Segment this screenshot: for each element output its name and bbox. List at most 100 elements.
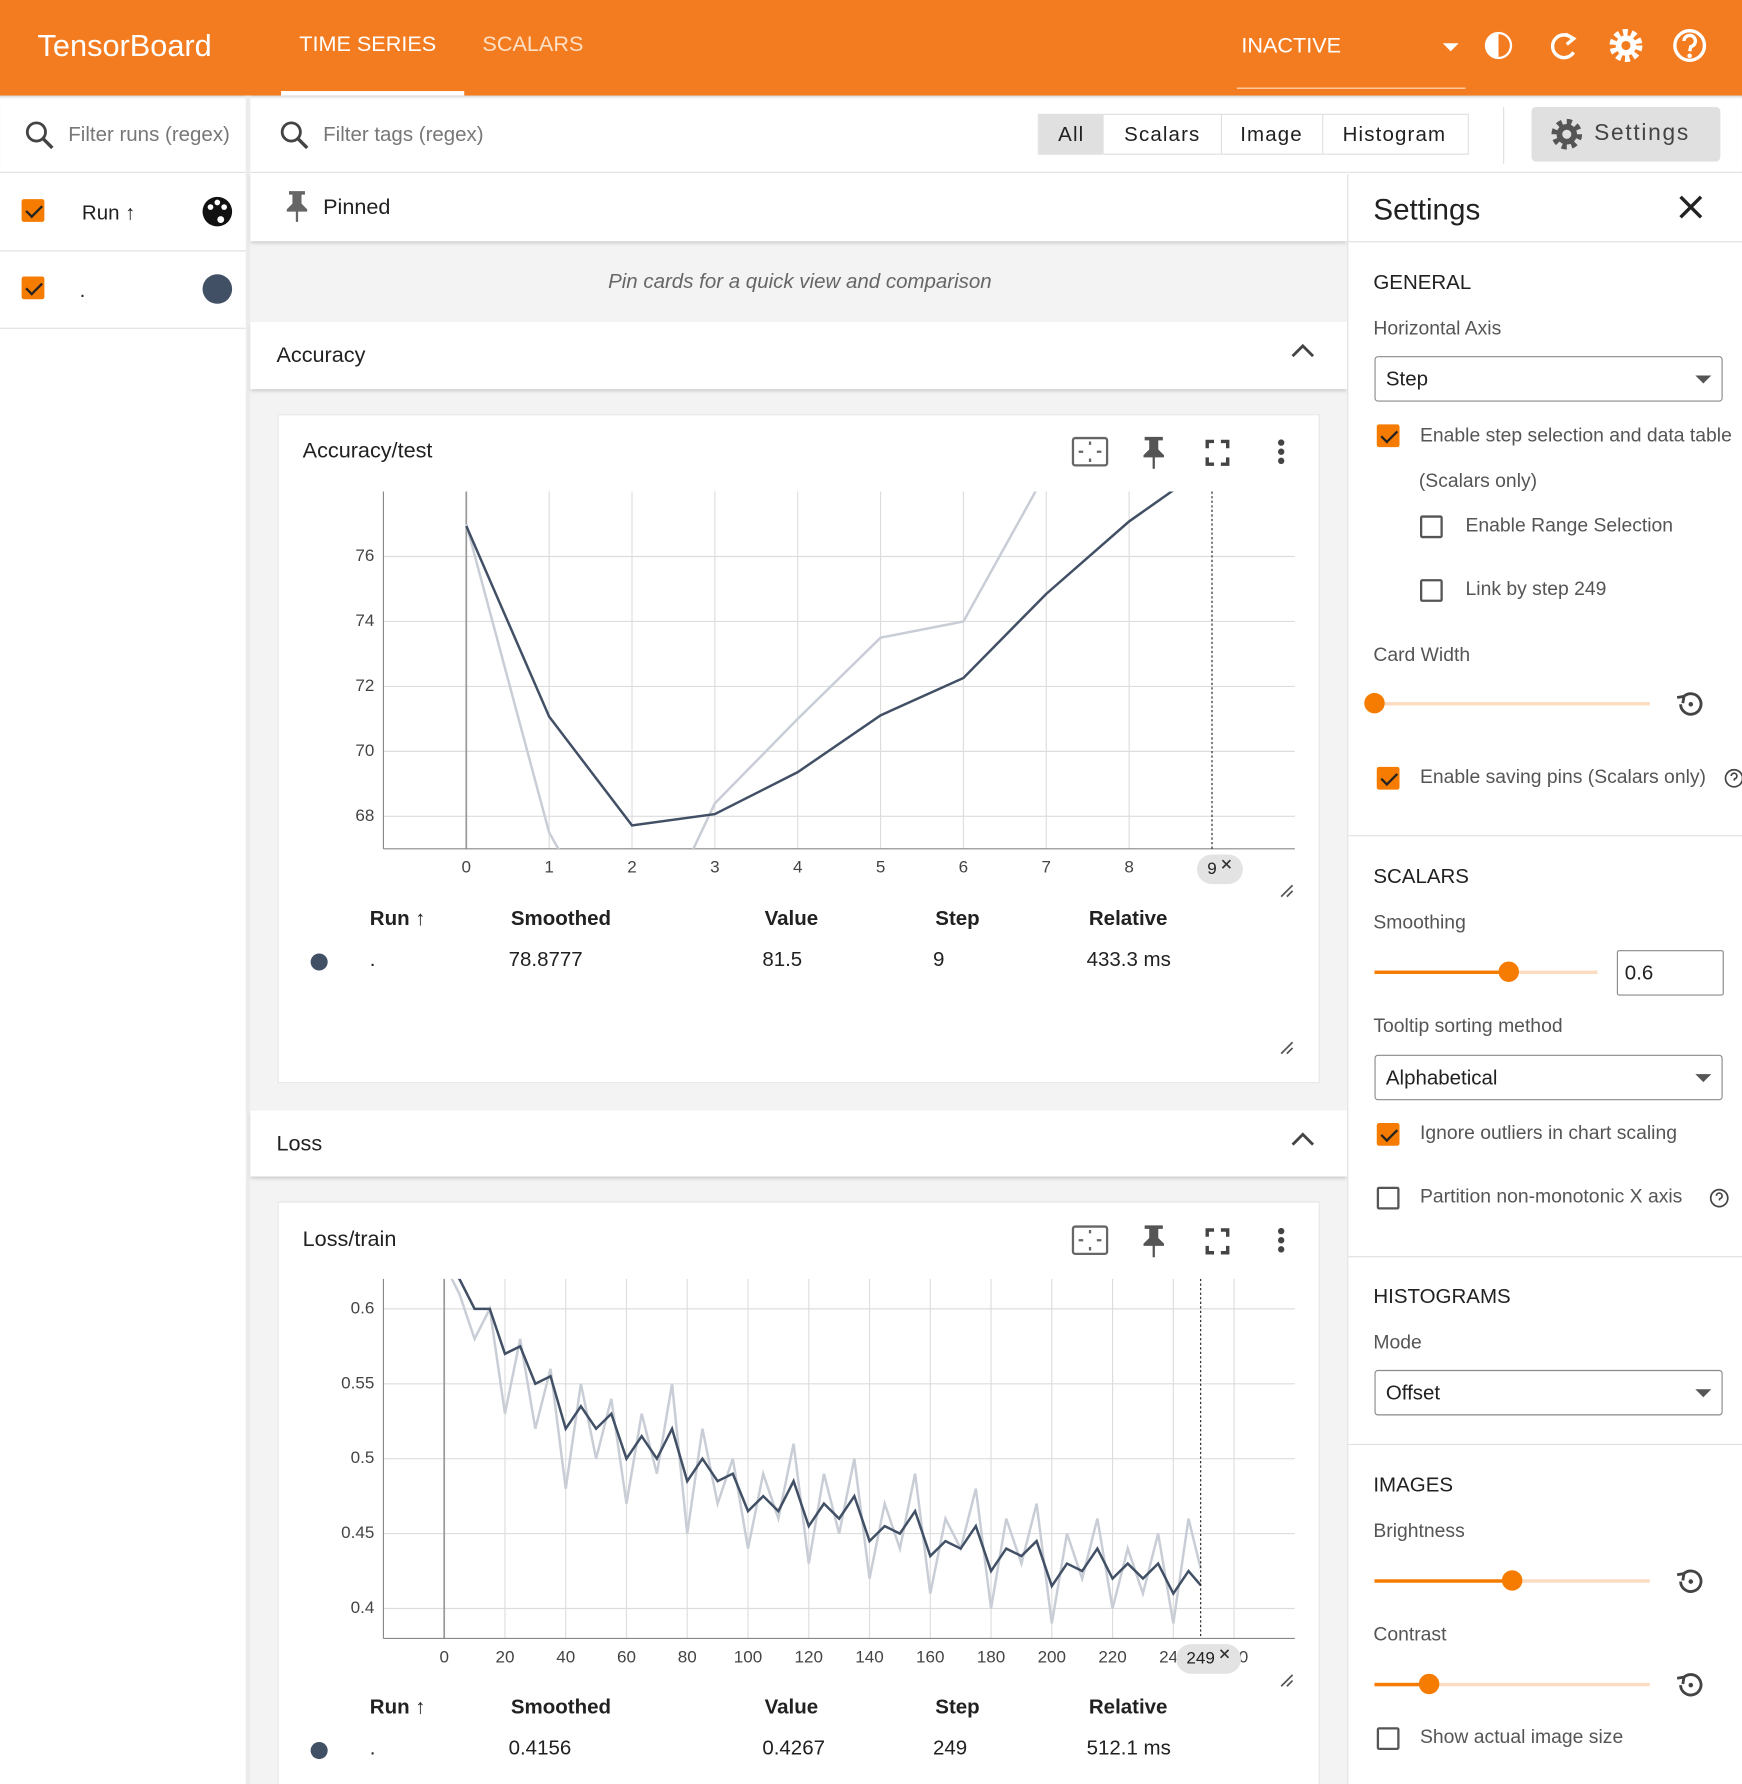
run-color[interactable] [202, 274, 233, 304]
sep [1322, 114, 1324, 154]
table-header[interactable]: Value [764, 1695, 819, 1719]
dropdown-arrow[interactable] [1442, 43, 1459, 52]
more-icon[interactable] [1277, 1227, 1285, 1253]
runs-header[interactable]: Run ↑ [81, 201, 136, 225]
tab-indicator [281, 91, 465, 96]
table-cell: . [369, 947, 376, 971]
x-tick-label: 80 [678, 1647, 697, 1666]
help-icon[interactable] [1724, 768, 1742, 788]
table-header[interactable]: Step [935, 906, 980, 930]
checkbox[interactable] [21, 199, 45, 222]
table-header[interactable]: Relative [1088, 1695, 1168, 1719]
table-header[interactable]: Smoothed [510, 1695, 612, 1719]
reset-icon[interactable] [1671, 1565, 1707, 1599]
theme-icon[interactable] [1484, 31, 1513, 60]
histogram-mode-select[interactable]: Offset [1374, 1369, 1723, 1416]
tag-filter[interactable]: Filter tags (regex) [323, 122, 484, 146]
step-chip-bg [1176, 1644, 1242, 1674]
x-tick-label: 4 [793, 858, 802, 877]
option-label: Enable saving pins (Scalars only) [1419, 765, 1707, 788]
slider-knob[interactable] [1418, 1673, 1440, 1695]
x-tick-label: 20 [495, 1647, 514, 1666]
type-button[interactable]: Histogram [1342, 122, 1447, 146]
series-line [457, 1278, 1202, 1596]
type-button[interactable]: Image [1240, 122, 1303, 146]
collapse-icon[interactable] [1290, 341, 1315, 359]
tab[interactable]: SCALARS [482, 32, 584, 57]
card-title: Accuracy/test [302, 439, 433, 464]
x-tick-label: 0 [439, 1647, 448, 1666]
y-tick-label: 70 [355, 741, 374, 760]
contrast-slider[interactable] [1374, 1673, 1650, 1695]
horizontal-axis-select[interactable]: Step [1374, 356, 1723, 402]
table-header[interactable]: Value [764, 906, 819, 930]
help-icon[interactable] [1673, 29, 1707, 63]
step-chip[interactable]: 9 [1197, 854, 1243, 885]
y-tick-label: 72 [355, 676, 374, 695]
reload-icon[interactable] [1550, 32, 1577, 60]
x-tick-label: 120 [795, 1647, 823, 1666]
status-select[interactable]: INACTIVE [1241, 34, 1342, 59]
run-filter[interactable]: Filter runs (regex) [68, 122, 230, 146]
smoothing-value: 0.6 [1624, 961, 1654, 985]
table-header[interactable]: Run ↑ [369, 906, 426, 930]
checkbox[interactable] [21, 276, 45, 300]
palette-icon[interactable] [200, 196, 234, 230]
more-icon[interactable] [1277, 439, 1285, 465]
section-heading: HISTOGRAMS [1373, 1284, 1511, 1308]
step-chip[interactable]: 249 [1176, 1644, 1242, 1674]
y-tick-label: 0.5 [351, 1448, 375, 1467]
reset-icon[interactable] [1671, 1668, 1707, 1702]
checkbox[interactable] [1419, 579, 1443, 602]
pin-icon[interactable] [1143, 1225, 1164, 1258]
select-value: Offset [1385, 1381, 1441, 1405]
checkbox[interactable] [1376, 766, 1400, 790]
field-label: Brightness [1373, 1520, 1465, 1542]
table-header[interactable]: Smoothed [510, 906, 612, 930]
card [277, 414, 1320, 1084]
checkbox[interactable] [1376, 1123, 1400, 1146]
field-label: Mode [1373, 1331, 1422, 1353]
fullscreen-icon[interactable] [1205, 1228, 1230, 1255]
tab[interactable]: TIME SERIES [299, 32, 437, 57]
slider-knob[interactable] [1501, 1570, 1523, 1591]
fit-icon[interactable] [1071, 1225, 1109, 1256]
group-header[interactable] [250, 322, 1348, 390]
group-title: Loss [276, 1132, 323, 1157]
card-width-slider[interactable] [1364, 692, 1650, 714]
smoothing-input[interactable]: 0.6 [1616, 950, 1724, 996]
table-cell: 81.5 [762, 947, 803, 971]
tooltip-sort-select[interactable]: Alphabetical [1374, 1054, 1723, 1101]
table-header[interactable]: Step [935, 1695, 980, 1719]
fullscreen-icon[interactable] [1205, 439, 1230, 466]
type-button[interactable]: Scalars [1124, 122, 1201, 146]
fit-icon[interactable] [1071, 436, 1109, 467]
close-icon[interactable] [1676, 192, 1706, 222]
slider-knob[interactable] [1498, 961, 1519, 982]
pin-icon [286, 191, 308, 222]
divider [1348, 1443, 1742, 1446]
card-title: Loss/train [302, 1227, 397, 1252]
help-icon[interactable] [1709, 1188, 1729, 1208]
settings-icon[interactable] [1609, 29, 1643, 63]
checkbox[interactable] [1419, 515, 1443, 539]
field-label: Horizontal Axis [1373, 317, 1502, 340]
checkbox[interactable] [1376, 1727, 1400, 1750]
pinned-empty: Pin cards for a quick view and compariso… [608, 269, 992, 293]
option-label: Enable Range Selection [1465, 514, 1674, 536]
type-button[interactable]: All [1058, 122, 1085, 146]
divider [1348, 1256, 1742, 1258]
slider-knob[interactable] [1364, 692, 1385, 714]
checkbox[interactable] [1376, 1186, 1400, 1210]
checkbox[interactable] [1376, 424, 1400, 448]
collapse-icon[interactable] [1290, 1130, 1315, 1148]
group-header[interactable] [250, 1110, 1348, 1177]
smoothing-slider[interactable] [1374, 961, 1598, 982]
option-label: Enable step selection and data table [1419, 424, 1732, 447]
table-header[interactable]: Relative [1088, 906, 1168, 930]
brightness-slider[interactable] [1374, 1570, 1650, 1591]
table-header[interactable]: Run ↑ [369, 1695, 426, 1719]
resize-handle[interactable] [1280, 1041, 1294, 1055]
pin-icon[interactable] [1143, 436, 1164, 469]
reset-icon[interactable] [1671, 687, 1707, 721]
